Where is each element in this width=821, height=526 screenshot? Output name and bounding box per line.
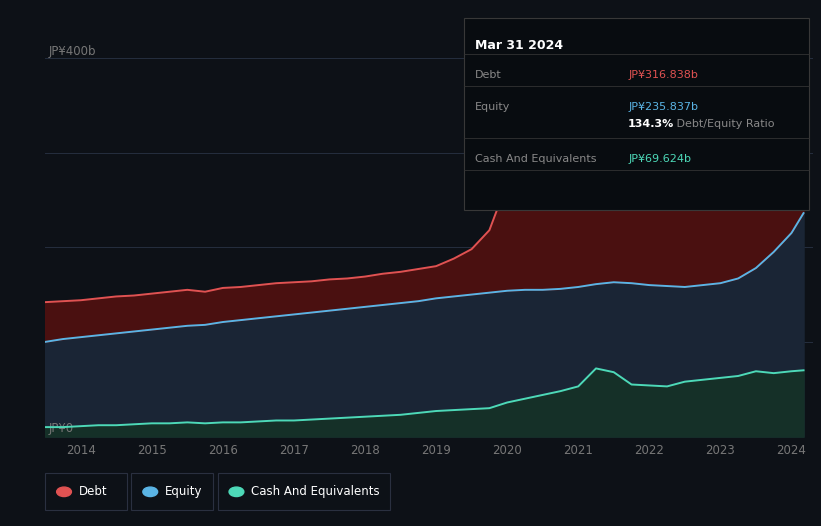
Text: Equity: Equity (165, 485, 203, 498)
Text: Cash And Equivalents: Cash And Equivalents (475, 154, 596, 165)
Text: JP¥400b: JP¥400b (49, 45, 97, 58)
Text: Debt: Debt (475, 70, 502, 80)
Text: Equity: Equity (475, 102, 510, 112)
Text: JP¥316.838b: JP¥316.838b (628, 70, 698, 80)
Text: Cash And Equivalents: Cash And Equivalents (251, 485, 380, 498)
Text: Debt: Debt (79, 485, 108, 498)
Text: Debt/Equity Ratio: Debt/Equity Ratio (673, 118, 775, 129)
Text: Mar 31 2024: Mar 31 2024 (475, 39, 562, 52)
Text: 134.3%: 134.3% (628, 118, 674, 129)
Text: JP¥69.624b: JP¥69.624b (628, 154, 691, 165)
Text: JP¥235.837b: JP¥235.837b (628, 102, 698, 112)
Text: JP¥0: JP¥0 (49, 422, 74, 434)
